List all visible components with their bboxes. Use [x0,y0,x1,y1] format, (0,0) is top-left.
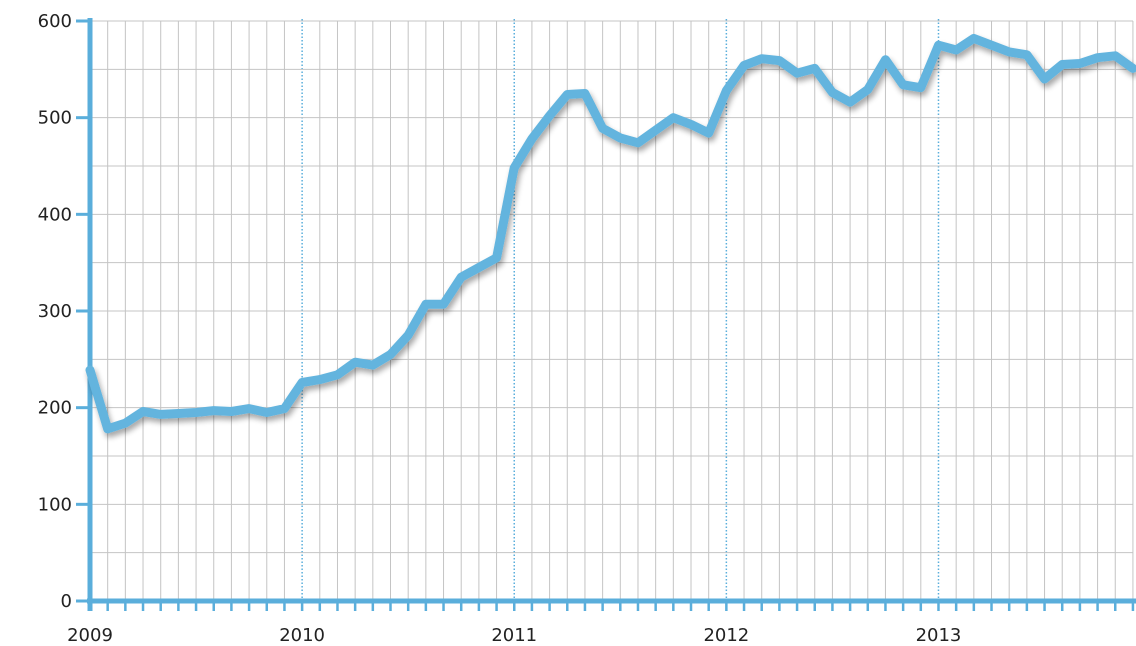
x-tick-label: 2013 [916,625,962,646]
y-tick-label: 600 [38,11,72,32]
y-tick-label: 500 [38,108,72,129]
series-line [85,33,1136,434]
y-tick-label: 400 [38,204,72,225]
x-tick-label: 2009 [67,625,113,646]
axes [76,18,1136,611]
y-tick-label: 100 [38,494,72,515]
tick-labels: 0 100 200 300 400 500 600 2009 2010 2011 2012 2013 [38,11,962,646]
y-tick-label: 300 [38,301,72,322]
grid [90,19,1134,601]
x-tick-label: 2011 [491,625,537,646]
series-layer [85,33,1136,434]
y-tick-label: 200 [38,398,72,419]
x-tick-label: 2010 [279,625,325,646]
y-tick-label: 0 [61,591,72,612]
x-tick-label: 2012 [703,625,749,646]
